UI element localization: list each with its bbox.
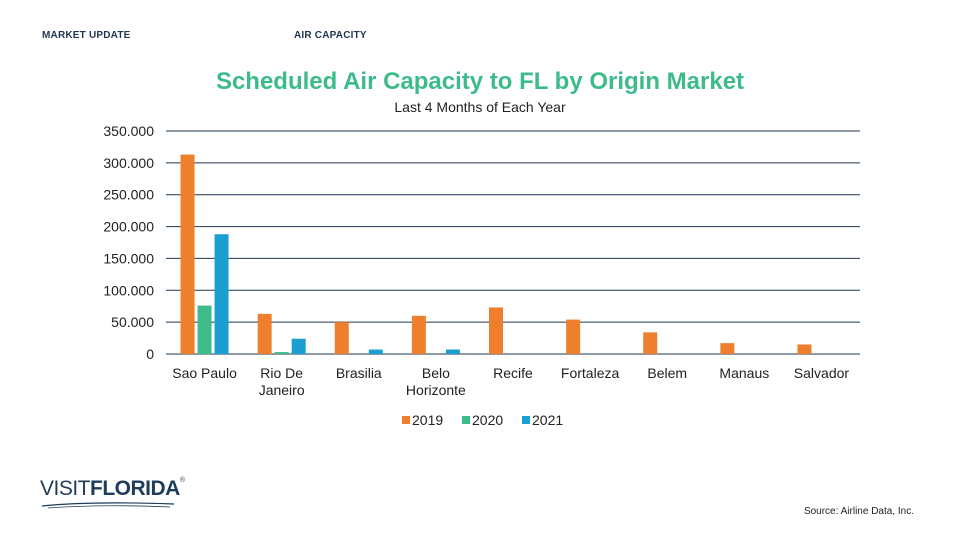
chart-title: Scheduled Air Capacity to FL by Origin M… [215,68,745,95]
bar-2019 [566,319,581,354]
bar-2021 [445,349,460,354]
y-tick-label: 300.000 [103,155,154,171]
bar-2021 [368,349,383,354]
legend-label: 2019 [412,412,443,428]
y-tick-label: 250.000 [103,187,154,203]
x-category-label: Janeiro [259,382,305,398]
source-note: Source: Airline Data, Inc. [803,506,914,517]
logo-visit-text: VISIT [40,477,91,500]
y-tick-label: 50.000 [111,314,154,330]
x-category-label: Recife [493,365,533,381]
legend-swatch [522,416,530,424]
legend: 2019 2020 2021 [402,412,563,428]
legend-swatch [462,416,470,424]
x-category-label: Rio De [260,365,303,381]
legend-item: 2021 [522,412,563,428]
x-category-label: Salvador [794,365,850,381]
bar-2019 [489,307,503,354]
logo-registered-mark: ® [179,477,186,484]
bars [180,154,812,354]
x-category-label: Belo [422,365,450,381]
visit-florida-logo: VISITFLORIDA® [40,477,185,511]
x-category-label: Horizonte [406,382,466,398]
legend-label: 2021 [532,412,563,428]
bar-2019 [257,313,272,354]
bar-2020 [274,352,289,354]
bar-2019 [797,344,812,354]
section-label-market-update: MARKET UPDATE [42,30,131,41]
bar-2020 [197,305,212,354]
bar-2019 [334,322,349,354]
bar-2021 [291,338,306,354]
y-tick-label: 0 [146,346,154,362]
x-category-label: Manaus [719,365,769,381]
bar-2019 [411,315,426,354]
logo-florida-text: FLORIDA [90,477,180,500]
chart-subtitle: Last 4 Months of Each Year [394,99,566,115]
y-tick-label: 200.000 [103,219,154,235]
x-category-label: Brasilia [336,365,382,381]
x-category-label: Sao Paulo [172,365,237,381]
legend-item: 2019 [402,412,443,428]
bar-2019 [180,154,195,354]
y-tick-label: 350.000 [103,123,154,139]
y-tick-label: 100.000 [103,282,154,298]
legend-swatch [402,416,410,424]
logo-swoosh-icon [41,502,175,509]
y-axis-ticks: 0 50.000 100.000 150.000 200.000 250.000 300.0… [103,123,154,362]
y-tick-label: 150.000 [103,250,154,266]
bar-2019 [643,332,658,354]
bar-2019 [720,343,735,354]
section-label-air-capacity: AIR CAPACITY [294,30,367,41]
bar-2021 [214,234,229,354]
x-category-label: Belem [647,365,687,381]
legend-label: 2020 [472,412,503,428]
x-category-label: Fortaleza [561,365,620,381]
legend-item: 2020 [462,412,503,428]
